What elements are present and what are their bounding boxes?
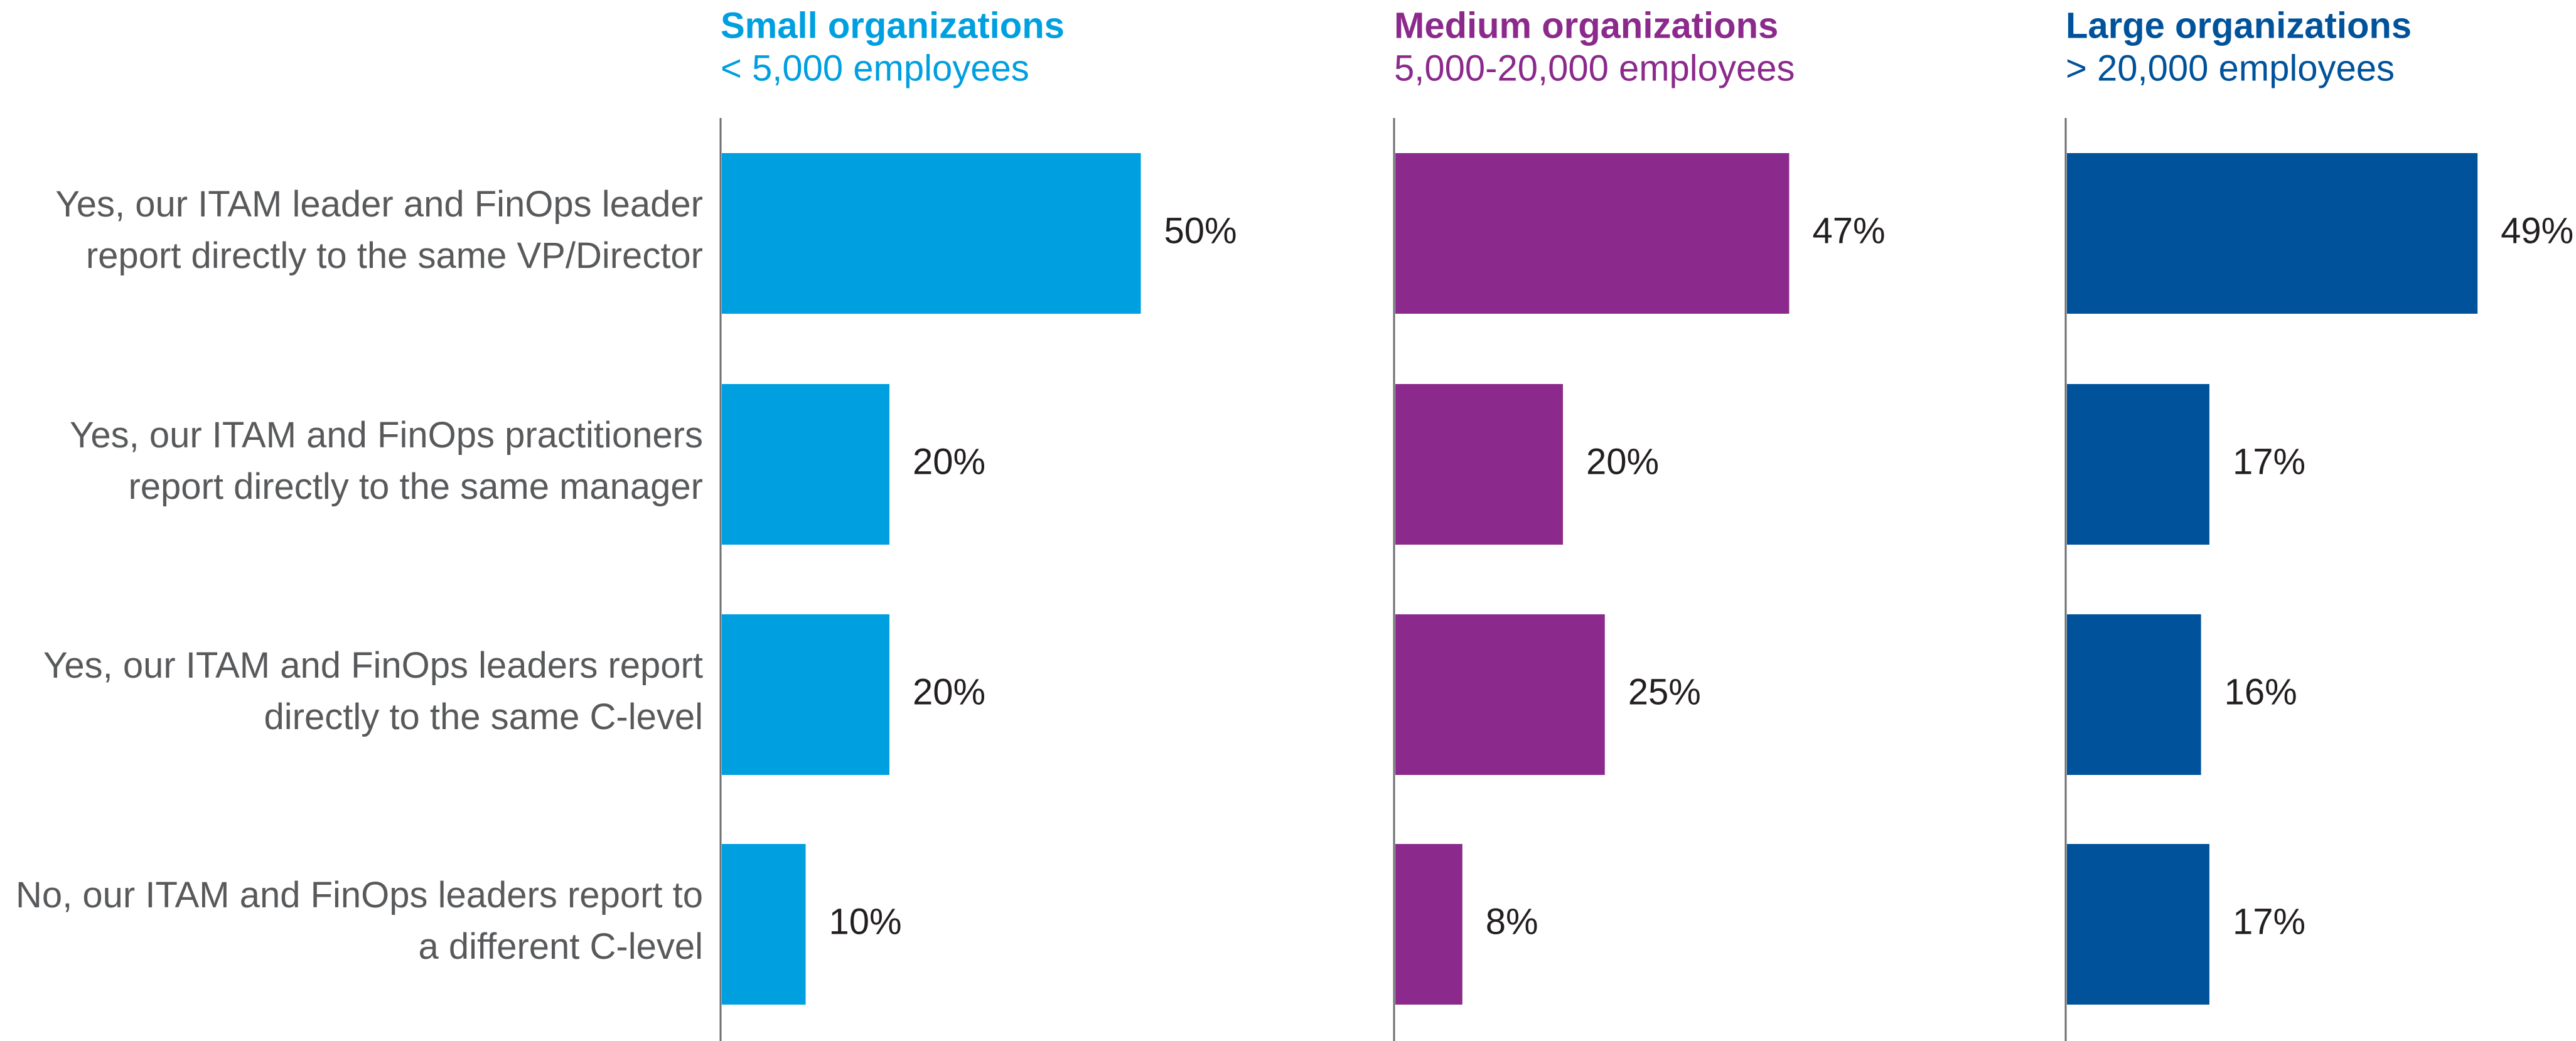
bar-value-label: 16% (2224, 671, 2297, 712)
bar (1395, 844, 1462, 1005)
bar-value-label: 10% (829, 901, 902, 942)
category-label-line: Yes, our ITAM and FinOps leaders report (43, 645, 703, 686)
bar (722, 614, 889, 775)
category-label-line: report directly to the same VP/Director (86, 235, 703, 276)
bar (2067, 384, 2209, 545)
bar-value-label: 17% (2233, 901, 2305, 942)
category-label: No, our ITAM and FinOps leaders report t… (16, 875, 703, 967)
panel-subtitle: > 20,000 employees (2066, 48, 2395, 88)
bar-value-label: 17% (2233, 441, 2305, 482)
panel-subtitle: 5,000-20,000 employees (1394, 48, 1795, 88)
category-label: Yes, our ITAM and FinOps leaders report d… (43, 645, 703, 737)
bar (722, 153, 1141, 314)
bar-value-label: 25% (1628, 671, 1701, 712)
bar (722, 844, 806, 1005)
bar (2067, 614, 2201, 775)
bar (2067, 844, 2209, 1005)
category-label-line: a different C-level (419, 926, 704, 967)
bar-value-label: 49% (2501, 210, 2573, 251)
bar (722, 384, 889, 545)
category-label-line: report directly to the same manager (128, 466, 703, 507)
bar-value-label: 8% (1486, 901, 1538, 942)
bar-value-label: 20% (1586, 441, 1659, 482)
category-label-line: Yes, our ITAM leader and FinOps leader (55, 184, 703, 225)
category-label: Yes, our ITAM leader and FinOps leader re… (55, 184, 703, 276)
bar (1395, 153, 1790, 314)
panel-title: Medium organizations (1394, 5, 1778, 46)
bar (1395, 384, 1563, 545)
category-label: Yes, our ITAM and FinOps practitioners re… (70, 415, 703, 507)
panel-subtitle: < 5,000 employees (721, 48, 1029, 88)
panel-title: Large organizations (2066, 5, 2412, 46)
category-label-line: No, our ITAM and FinOps leaders report t… (16, 875, 703, 916)
bar (2067, 153, 2478, 314)
bar-value-label: 20% (913, 671, 985, 712)
bar-value-label: 20% (913, 441, 985, 482)
category-label-line: directly to the same C-level (264, 697, 703, 737)
bar-value-label: 50% (1164, 210, 1237, 251)
bar-value-label: 47% (1812, 210, 1885, 251)
category-label-line: Yes, our ITAM and FinOps practitioners (70, 415, 703, 456)
panel-title: Small organizations (721, 5, 1065, 46)
bar (1395, 614, 1605, 775)
